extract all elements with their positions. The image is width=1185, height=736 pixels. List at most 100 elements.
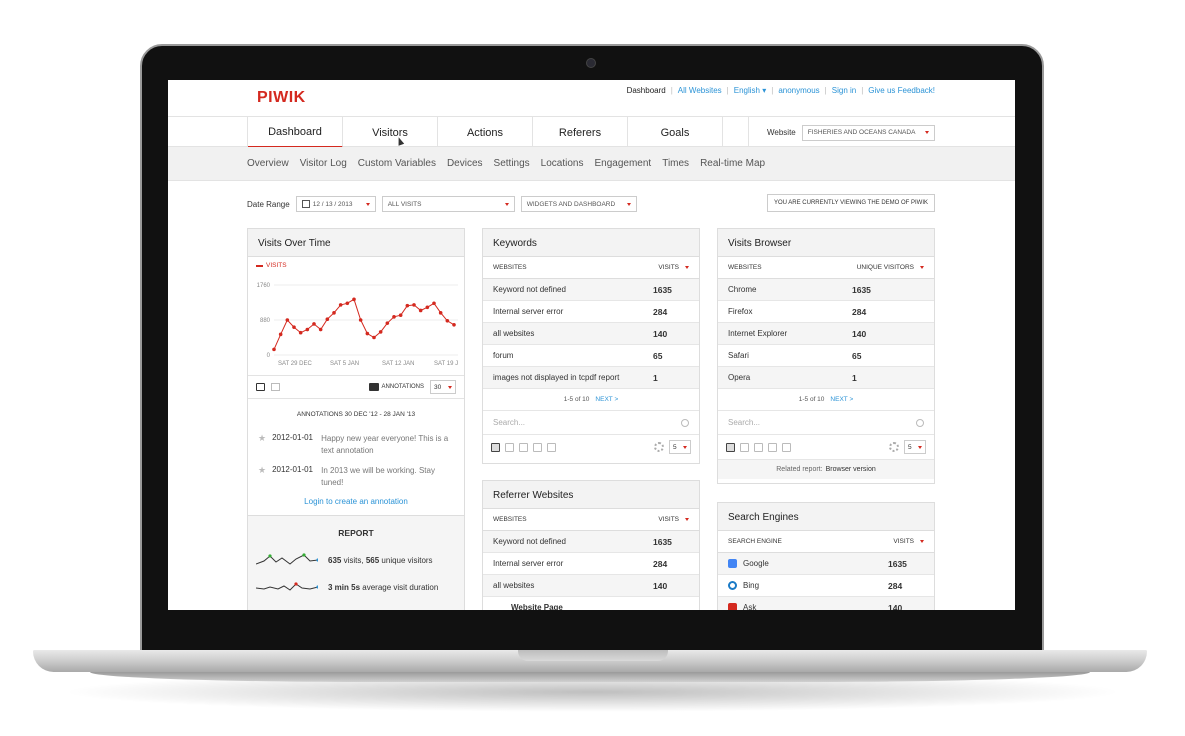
row-value: 140 <box>653 328 668 339</box>
sort-icon[interactable] <box>920 266 924 269</box>
subnav-devices[interactable]: Devices <box>446 158 483 169</box>
table-row[interactable]: images not displayed in tcpdf report 1 <box>483 367 699 389</box>
flag-icon[interactable] <box>519 442 528 452</box>
table-row[interactable]: Internal server error 284 <box>483 553 699 575</box>
subnav-overview[interactable]: Overview <box>247 158 289 169</box>
segment-dropdown[interactable]: ALL VISITS <box>381 196 515 212</box>
subnav-realtime-map[interactable]: Real-time Map <box>700 158 766 169</box>
row-value: 284 <box>888 580 903 591</box>
export-icon[interactable] <box>256 383 265 391</box>
table-row[interactable]: Safari 65 <box>718 345 934 367</box>
tab-actions[interactable]: Actions <box>438 117 533 148</box>
column-header[interactable]: WEBSITES <box>728 264 762 271</box>
subnav-times[interactable]: Times <box>662 158 690 169</box>
piwik-logo[interactable]: PIWIK <box>257 89 306 106</box>
search-input[interactable]: Search... <box>718 411 934 435</box>
flag-icon[interactable] <box>754 442 763 452</box>
search-input[interactable]: Search... <box>483 411 699 435</box>
column-header[interactable]: SEARCH ENGINE <box>728 538 782 545</box>
export-icon[interactable] <box>782 442 791 452</box>
column-header[interactable]: WEBSITES <box>493 516 527 523</box>
table-view-icon[interactable] <box>491 442 500 452</box>
gear-icon[interactable] <box>654 442 664 452</box>
period-dropdown[interactable]: 30 <box>430 380 456 394</box>
table-more-icon[interactable] <box>505 442 514 452</box>
table-row[interactable]: Opera 1 <box>718 367 934 389</box>
table-row[interactable]: Bing 284 <box>718 575 934 597</box>
sort-icon[interactable] <box>920 540 924 543</box>
widget-title[interactable]: Referrer Websites <box>483 481 699 509</box>
subnav-visitor-log[interactable]: Visitor Log <box>299 158 347 169</box>
toplink-feedback[interactable]: Give us Feedback! <box>868 86 935 95</box>
subnav-custom-variables[interactable]: Custom Variables <box>357 158 436 169</box>
data-point <box>412 303 416 307</box>
tab-referers[interactable]: Referers <box>533 117 628 148</box>
gear-icon[interactable] <box>889 442 899 452</box>
row-value: 65 <box>852 350 862 361</box>
row-label: Keyword not defined <box>493 285 566 294</box>
table-row[interactable]: all websites 140 <box>483 323 699 345</box>
related-link[interactable]: Browser version <box>825 466 876 473</box>
toplink-all-websites[interactable]: All Websites <box>677 86 722 95</box>
limit-dropdown[interactable]: 5 <box>904 440 926 454</box>
subnav-engagement[interactable]: Engagement <box>594 158 652 169</box>
star-icon[interactable]: ★ <box>258 465 267 475</box>
search-icon[interactable] <box>916 418 924 427</box>
toplink-sign-in[interactable]: Sign in <box>831 86 857 95</box>
data-point <box>398 313 403 318</box>
column-header[interactable]: WEBSITES <box>493 264 527 271</box>
bar-chart-icon[interactable] <box>533 442 542 452</box>
table-row[interactable]: Internet Explorer 140 <box>718 323 934 345</box>
search-icon[interactable] <box>681 418 689 427</box>
row-value: 1635 <box>888 558 907 569</box>
subnav-settings[interactable]: Settings <box>493 158 530 169</box>
export-icon[interactable] <box>547 442 556 452</box>
table-view-icon[interactable] <box>726 442 735 452</box>
toplink-language[interactable]: English ▾ <box>733 86 767 95</box>
table-row[interactable]: Chrome 1635 <box>718 279 934 301</box>
table-row[interactable]: Keyword not defined 1635 <box>483 531 699 553</box>
next-page-link[interactable]: NEXT > <box>595 396 619 403</box>
widget-title[interactable]: Search Engines <box>718 503 934 531</box>
login-annotation-link[interactable]: Login to create an annotation <box>304 497 408 506</box>
sort-icon[interactable] <box>685 266 689 269</box>
table-row[interactable]: Ask 140 <box>718 597 934 610</box>
bar-chart-icon[interactable] <box>768 442 777 452</box>
row-label: Opera <box>728 373 751 382</box>
column-header[interactable]: VISITS <box>658 516 679 523</box>
table-row[interactable]: all websites 140 <box>483 575 699 597</box>
widgets-dropdown[interactable]: WIDGETS AND DASHBOARD <box>520 196 637 212</box>
column-header[interactable]: UNIQUE VISITORS <box>856 264 914 271</box>
tab-visitors[interactable]: Visitors <box>343 117 438 148</box>
table-row[interactable]: Website Page <box>483 597 699 610</box>
data-point <box>438 311 443 315</box>
segment-value: ALL VISITS <box>387 200 422 208</box>
table-row[interactable]: Internal server error 284 <box>483 301 699 323</box>
table-more-icon[interactable] <box>740 442 749 452</box>
table-row[interactable]: forum 65 <box>483 345 699 367</box>
sort-icon[interactable] <box>685 518 689 521</box>
table-row[interactable]: Firefox 284 <box>718 301 934 323</box>
column-header[interactable]: VISITS <box>658 264 679 271</box>
next-page-link[interactable]: NEXT > <box>830 396 854 403</box>
widget-title[interactable]: Keywords <box>483 229 699 257</box>
tab-goals[interactable]: Goals <box>628 117 723 148</box>
y-tick-label: 0 <box>267 353 271 359</box>
row-label: Internal server error <box>493 307 564 316</box>
data-point <box>338 303 343 307</box>
annotations-toggle[interactable]: ANNOTATIONS <box>368 383 424 391</box>
widget-title[interactable]: Visits Browser <box>718 229 934 257</box>
image-icon[interactable] <box>271 383 280 391</box>
website-dropdown[interactable]: FISHERIES AND OCEANS CANADA <box>801 124 935 141</box>
widget-title[interactable]: Visits Over Time <box>248 229 464 257</box>
star-icon[interactable]: ★ <box>258 433 267 443</box>
toplink-user[interactable]: anonymous <box>778 86 820 95</box>
column-header[interactable]: VISITS <box>893 538 914 545</box>
limit-dropdown[interactable]: 5 <box>669 440 691 454</box>
date-range-picker[interactable]: 12 / 13 / 2013 <box>295 196 376 212</box>
subnav-locations[interactable]: Locations <box>540 158 584 169</box>
table-row[interactable]: Google 1635 <box>718 553 934 575</box>
toplink-dashboard[interactable]: Dashboard <box>626 86 666 95</box>
table-row[interactable]: Keyword not defined 1635 <box>483 279 699 301</box>
tab-dashboard[interactable]: Dashboard <box>248 117 343 148</box>
